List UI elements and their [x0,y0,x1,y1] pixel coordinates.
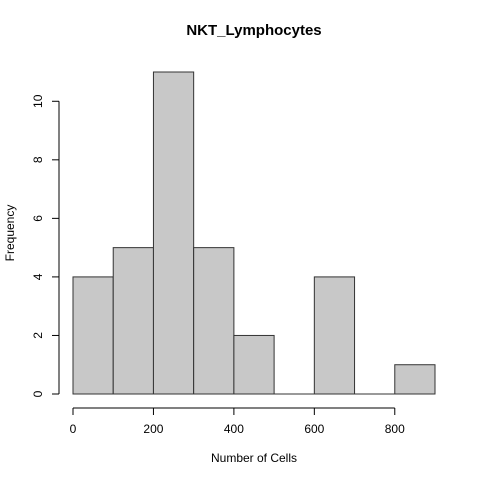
y-tick-label: 2 [31,332,45,339]
x-axis-label: Number of Cells [211,451,297,465]
x-tick-label: 0 [70,422,77,436]
histogram-bar [314,277,354,394]
histogram-bar [194,248,234,394]
x-tick-label: 400 [224,422,244,436]
y-tick-label: 8 [31,156,45,163]
x-tick-label: 800 [385,422,405,436]
x-tick-label: 600 [304,422,324,436]
histogram-bar [113,248,153,394]
histogram-bar [395,365,435,394]
y-tick-label: 10 [31,94,45,108]
y-axis-label: Frequency [3,205,17,262]
chart-title: NKT_Lymphocytes [186,22,321,39]
x-tick-label: 200 [143,422,163,436]
histogram-bar [73,277,113,394]
y-tick-label: 0 [31,390,45,397]
bars-layer [73,72,435,394]
y-tick-label: 6 [31,215,45,222]
histogram-bar [153,72,193,394]
histogram-bar [234,335,274,394]
y-tick-label: 4 [31,273,45,280]
